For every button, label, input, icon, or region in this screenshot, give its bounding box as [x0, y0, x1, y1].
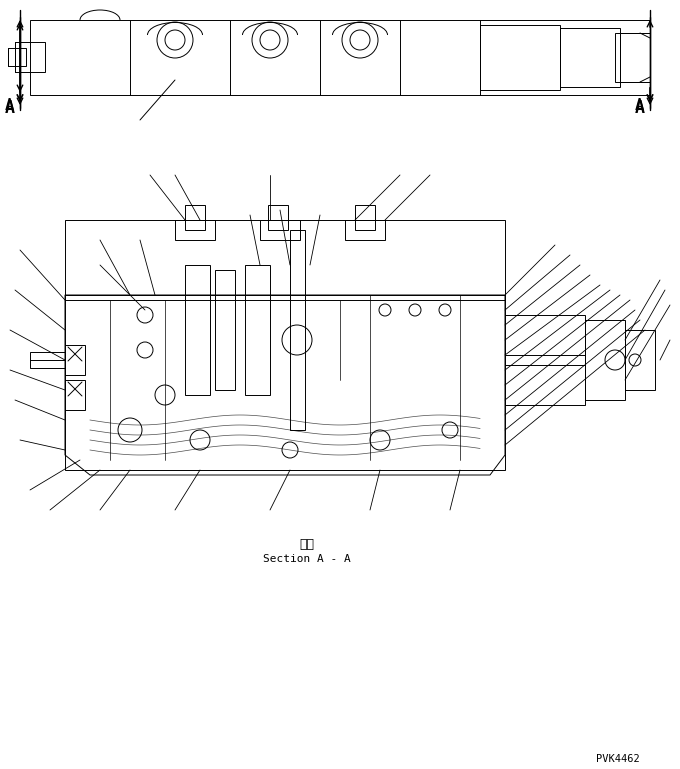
Bar [30, 352, 65, 368]
Bar [15, 42, 45, 72]
Bar [268, 205, 288, 230]
Bar [65, 380, 85, 410]
Bar [65, 345, 85, 375]
Text: Section A - A: Section A - A [263, 554, 351, 564]
Text: A: A [5, 99, 15, 117]
Bar [505, 355, 585, 405]
Text: A: A [635, 99, 645, 117]
Bar [65, 220, 505, 300]
Text: A: A [635, 98, 644, 113]
Bar [620, 33, 650, 82]
Bar [505, 315, 585, 365]
Bar [345, 220, 385, 240]
Bar [355, 205, 375, 230]
Bar [185, 265, 210, 395]
Text: 断面: 断面 [299, 538, 314, 551]
Text: A: A [5, 98, 14, 113]
Bar [615, 33, 650, 82]
Bar [215, 270, 235, 390]
Bar [560, 28, 620, 87]
Bar [65, 295, 505, 470]
Bar [185, 205, 205, 230]
Bar [290, 230, 305, 430]
Bar [30, 20, 650, 95]
Bar [8, 48, 26, 66]
Bar [585, 320, 625, 400]
Bar [625, 330, 655, 390]
Bar [245, 265, 270, 395]
Bar [260, 220, 300, 240]
Text: PVK4462: PVK4462 [596, 754, 640, 764]
Bar [480, 25, 560, 90]
Bar [175, 220, 215, 240]
